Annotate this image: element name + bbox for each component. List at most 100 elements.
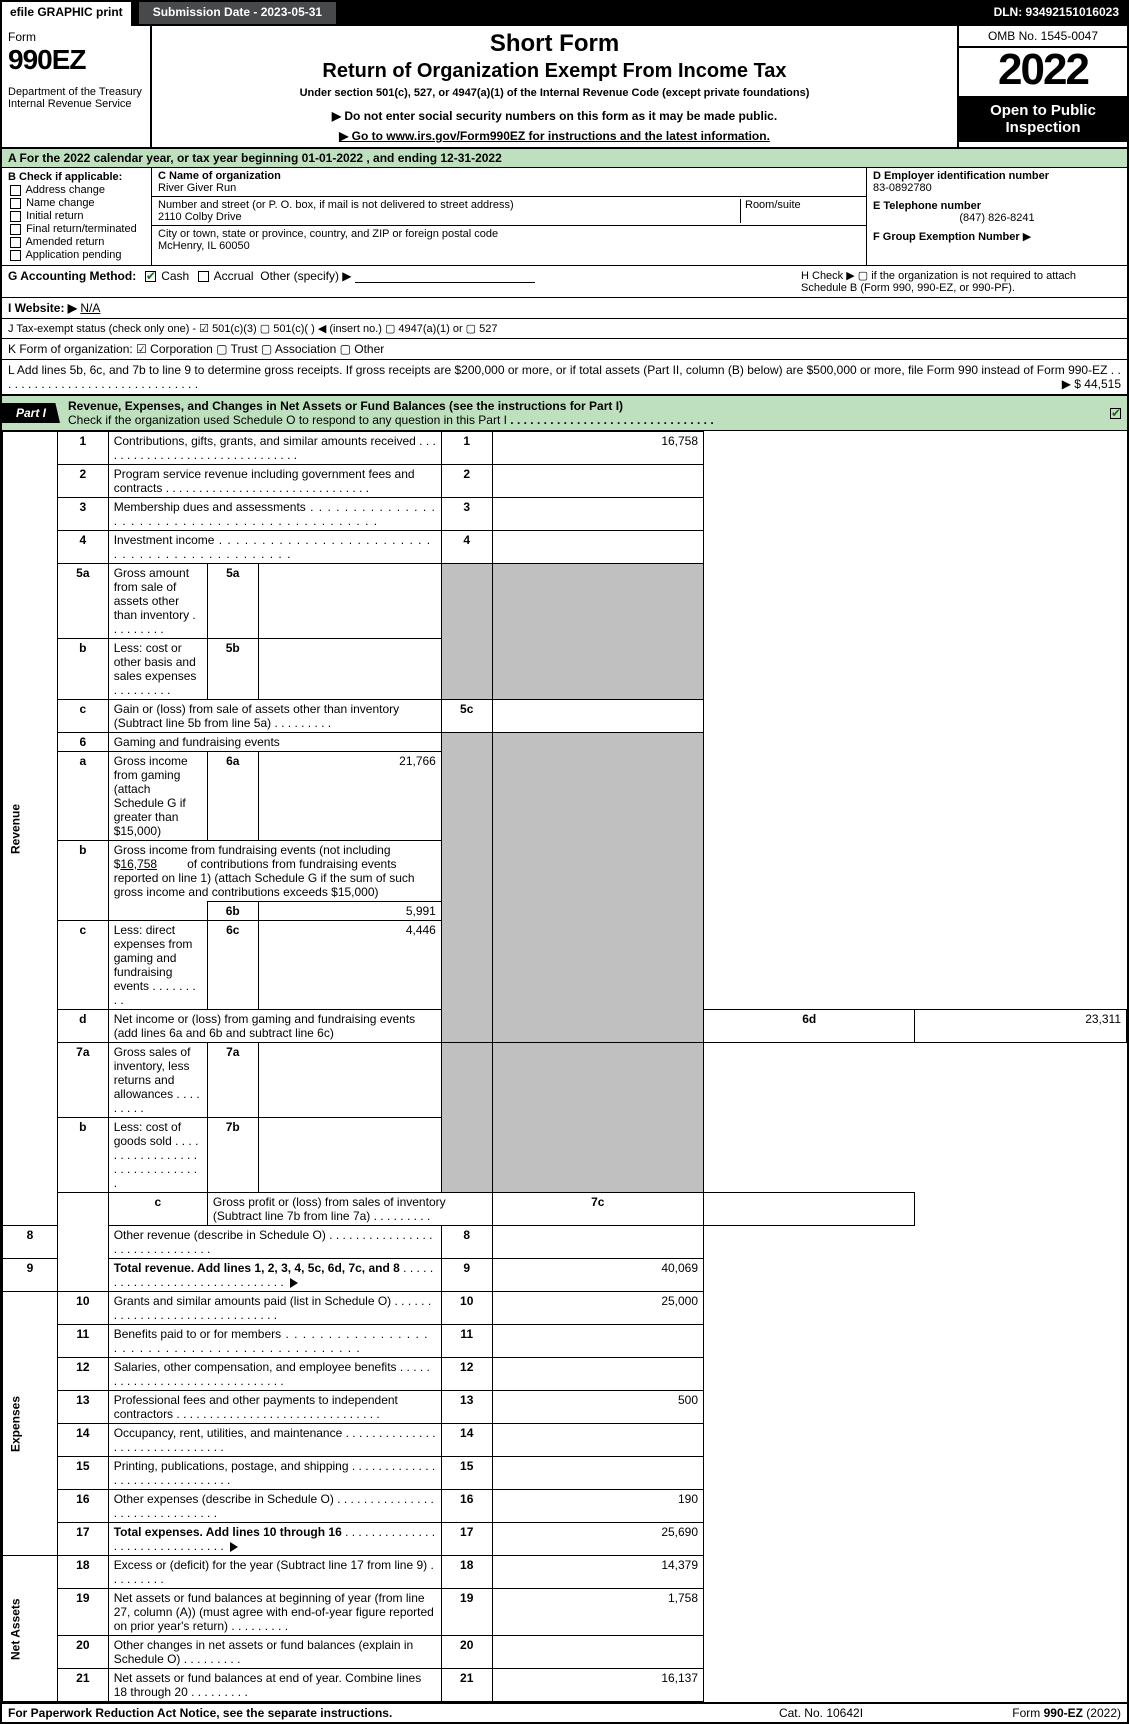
org-name-value: River Giver Run — [158, 182, 236, 194]
part-1-check-text: Check if the organization used Schedule … — [68, 413, 507, 427]
line-13: 13 Professional fees and other payments … — [3, 1391, 1127, 1424]
group-exemption-row: F Group Exemption Number ▶ — [873, 230, 1121, 243]
dln-label: DLN: 93492151016023 — [986, 2, 1127, 26]
line-20: 20 Other changes in net assets or fund b… — [3, 1636, 1127, 1669]
city-row: City or town, state or province, country… — [152, 226, 866, 254]
section-g-h: G Accounting Method: Cash Accrual Other … — [2, 266, 1127, 298]
form-instruction-1: ▶ Do not enter social security numbers o… — [162, 109, 947, 123]
tax-year: 2022 — [959, 48, 1127, 92]
check-cash[interactable] — [145, 271, 156, 282]
org-name-row: C Name of organization River Giver Run — [152, 168, 866, 197]
header-middle: Short Form Return of Organization Exempt… — [152, 26, 957, 147]
tax-exempt-status: J Tax-exempt status (check only one) - ☑… — [8, 322, 1121, 335]
line-3: 3 Membership dues and assessments 3 — [3, 498, 1127, 531]
form-word: Form — [8, 30, 144, 44]
arrow-icon — [230, 1542, 238, 1552]
ein-value: 83-0892780 — [873, 182, 932, 194]
telephone-label: E Telephone number — [873, 200, 981, 212]
goto-link[interactable]: ▶ Go to www.irs.gov/Form990EZ for instru… — [339, 129, 770, 143]
net-assets-side-label: Net Assets — [3, 1556, 58, 1702]
other-specify-input[interactable] — [355, 271, 535, 283]
part-1-header: Part I Revenue, Expenses, and Changes in… — [2, 395, 1127, 431]
section-def: D Employer identification number 83-0892… — [867, 168, 1127, 265]
line-7c: c Gross profit or (loss) from sales of i… — [3, 1193, 1127, 1226]
line-2: 2 Program service revenue including gove… — [3, 465, 1127, 498]
short-form-title: Short Form — [162, 30, 947, 58]
form-title: Return of Organization Exempt From Incom… — [162, 60, 947, 83]
accounting-method-label: G Accounting Method: — [8, 269, 136, 283]
section-b-label: B Check if applicable: — [8, 171, 122, 183]
topbar-spacer — [338, 2, 985, 26]
arrow-icon — [290, 1278, 298, 1288]
expenses-side-label: Expenses — [3, 1292, 58, 1556]
section-l-amount: ▶ $ 44,515 — [1062, 377, 1121, 391]
form-page: efile GRAPHIC print Submission Date - 20… — [0, 0, 1129, 1724]
website-value: N/A — [80, 301, 100, 315]
form-subtitle: Under section 501(c), 527, or 4947(a)(1)… — [162, 87, 947, 99]
telephone-row: E Telephone number (847) 826-8241 — [873, 200, 1121, 224]
check-name-change[interactable]: Name change — [8, 197, 145, 209]
section-c: C Name of organization River Giver Run N… — [152, 168, 867, 265]
line-15: 15 Printing, publications, postage, and … — [3, 1457, 1127, 1490]
line-21: 21 Net assets or fund balances at end of… — [3, 1669, 1127, 1702]
line-6: 6 Gaming and fundraising events — [3, 733, 1127, 752]
department-label: Department of the Treasury Internal Reve… — [8, 86, 144, 110]
check-application-pending[interactable]: Application pending — [8, 249, 145, 261]
line-7a: 7a Gross sales of inventory, less return… — [3, 1043, 1127, 1118]
part-1-tab: Part I — [2, 403, 60, 423]
telephone-value: (847) 826-8241 — [873, 212, 1121, 224]
section-i: I Website: ▶ N/A — [2, 298, 1127, 319]
line-5a: 5a Gross amount from sale of assets othe… — [3, 564, 1127, 639]
org-name-label: C Name of organization — [158, 170, 281, 182]
check-final-return[interactable]: Final return/terminated — [8, 223, 145, 235]
line-5c: c Gain or (loss) from sale of assets oth… — [3, 700, 1127, 733]
open-to-public-label: Open to Public Inspection — [959, 96, 1127, 142]
line-16: 16 Other expenses (describe in Schedule … — [3, 1490, 1127, 1523]
check-accrual[interactable] — [198, 271, 209, 282]
line-17: 17 Total expenses. Add lines 10 through … — [3, 1523, 1127, 1556]
section-k: K Form of organization: ☑ Corporation ▢ … — [2, 339, 1127, 360]
ein-label: D Employer identification number — [873, 170, 1049, 182]
form-version: Form 990-EZ (2022) — [921, 1706, 1121, 1720]
check-initial-return[interactable]: Initial return — [8, 210, 145, 222]
group-exemption-label: F Group Exemption Number — [873, 231, 1020, 243]
address-label: Number and street (or P. O. box, if mail… — [158, 199, 514, 211]
line-4: 4 Investment income 4 — [3, 531, 1127, 564]
website-label: I Website: ▶ — [8, 301, 77, 315]
part-1-table: Revenue 1 Contributions, gifts, grants, … — [2, 431, 1127, 1702]
line-9: 9 Total revenue. Add lines 1, 2, 3, 4, 5… — [3, 1259, 1127, 1292]
form-number: 990EZ — [8, 44, 144, 76]
section-j: J Tax-exempt status (check only one) - ☑… — [2, 319, 1127, 339]
room-suite-label: Room/suite — [745, 199, 801, 211]
address-value: 2110 Colby Drive — [158, 211, 242, 223]
group-exemption-arrow: ▶ — [1023, 231, 1031, 243]
address-row: Number and street (or P. O. box, if mail… — [152, 197, 866, 226]
line-11: 11 Benefits paid to or for members 11 — [3, 1325, 1127, 1358]
section-l-text: L Add lines 5b, 6c, and 7b to line 9 to … — [8, 363, 1107, 377]
catalog-number: Cat. No. 10642I — [721, 1706, 921, 1720]
section-bcdef: B Check if applicable: Address change Na… — [2, 168, 1127, 266]
line-14: 14 Occupancy, rent, utilities, and maint… — [3, 1424, 1127, 1457]
city-value: McHenry, IL 60050 — [158, 240, 250, 252]
paperwork-notice: For Paperwork Reduction Act Notice, see … — [8, 1706, 721, 1720]
line-8: 8 Other revenue (describe in Schedule O)… — [3, 1226, 1127, 1259]
check-address-change[interactable]: Address change — [8, 184, 145, 196]
part-1-title: Revenue, Expenses, and Changes in Net As… — [68, 396, 1108, 430]
line-18: Net Assets 18 Excess or (deficit) for th… — [3, 1556, 1127, 1589]
line-19: 19 Net assets or fund balances at beginn… — [3, 1589, 1127, 1636]
check-amended-return[interactable]: Amended return — [8, 236, 145, 248]
submission-date-label: Submission Date - 2023-05-31 — [137, 2, 338, 26]
form-instruction-2: ▶ Go to www.irs.gov/Form990EZ for instru… — [162, 129, 947, 143]
part-1-schedule-o-check[interactable] — [1110, 408, 1121, 419]
section-l: L Add lines 5b, 6c, and 7b to line 9 to … — [2, 360, 1127, 395]
line-12: 12 Salaries, other compensation, and emp… — [3, 1358, 1127, 1391]
efile-print-label[interactable]: efile GRAPHIC print — [2, 2, 133, 26]
section-h: H Check ▶ ▢ if the organization is not r… — [801, 269, 1121, 294]
line-1: Revenue 1 Contributions, gifts, grants, … — [3, 432, 1127, 465]
section-g: G Accounting Method: Cash Accrual Other … — [8, 269, 801, 294]
form-of-organization: K Form of organization: ☑ Corporation ▢ … — [8, 342, 1121, 356]
line-10: Expenses 10 Grants and similar amounts p… — [3, 1292, 1127, 1325]
header-left: Form 990EZ Department of the Treasury In… — [2, 26, 152, 147]
form-header: Form 990EZ Department of the Treasury In… — [2, 26, 1127, 149]
section-a-tax-year: A For the 2022 calendar year, or tax yea… — [2, 149, 1127, 168]
